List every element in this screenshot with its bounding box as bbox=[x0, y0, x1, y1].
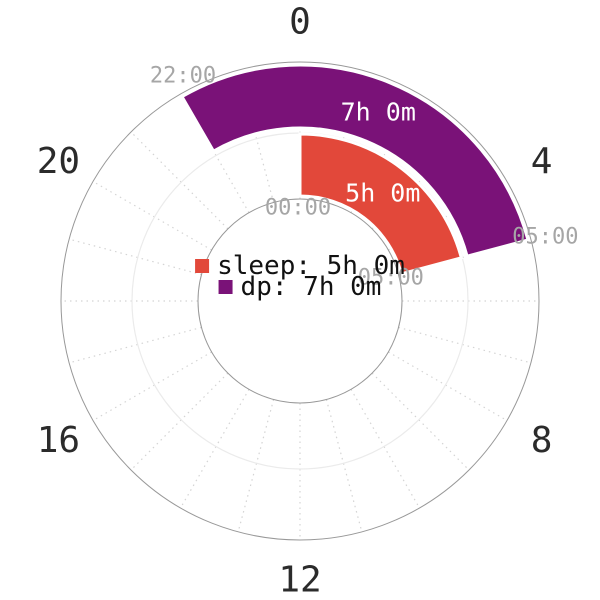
time-annotation: 22:00 bbox=[150, 63, 216, 88]
hour-tick-label-8: 8 bbox=[531, 420, 553, 461]
hour-spoke-gridline bbox=[237, 69, 275, 203]
dp-duration-label: 7h 0m bbox=[341, 98, 416, 127]
hour-spoke-gridline bbox=[130, 131, 229, 230]
hour-spoke-gridline bbox=[179, 389, 250, 509]
hour-spoke-gridline bbox=[388, 351, 508, 422]
time-annotation: 00:00 bbox=[265, 196, 331, 221]
dp-arc bbox=[179, 63, 530, 259]
hour-spoke-gridline bbox=[237, 399, 275, 533]
inner-circle-spine bbox=[197, 198, 403, 404]
outer-circle-spine bbox=[60, 61, 540, 541]
hour-tick-label-4: 4 bbox=[531, 141, 553, 182]
hour-spoke-gridline bbox=[398, 326, 532, 364]
hour-spoke-gridline bbox=[130, 372, 229, 471]
hour-spoke-gridline bbox=[92, 351, 212, 422]
hour-spoke-gridline bbox=[68, 326, 202, 364]
time-annotation: 05:00 bbox=[358, 265, 424, 290]
hour-spoke-gridline bbox=[350, 389, 421, 509]
hour-tick-label-16: 16 bbox=[37, 420, 80, 461]
hour-tick-label-0: 0 bbox=[289, 2, 311, 43]
sleep-arc bbox=[298, 132, 464, 276]
hour-spoke-gridline bbox=[371, 372, 470, 471]
hour-spoke-gridline bbox=[92, 180, 212, 251]
sleep-duration-label: 5h 0m bbox=[345, 179, 420, 208]
hour-tick-label-20: 20 bbox=[37, 141, 80, 182]
hour-spoke-gridline bbox=[68, 238, 202, 276]
hour-spoke-gridline bbox=[179, 93, 250, 213]
hour-tick-label-12: 12 bbox=[278, 560, 321, 600]
hour-spoke-gridline bbox=[325, 399, 363, 533]
time-annotation: 05:00 bbox=[512, 224, 578, 249]
